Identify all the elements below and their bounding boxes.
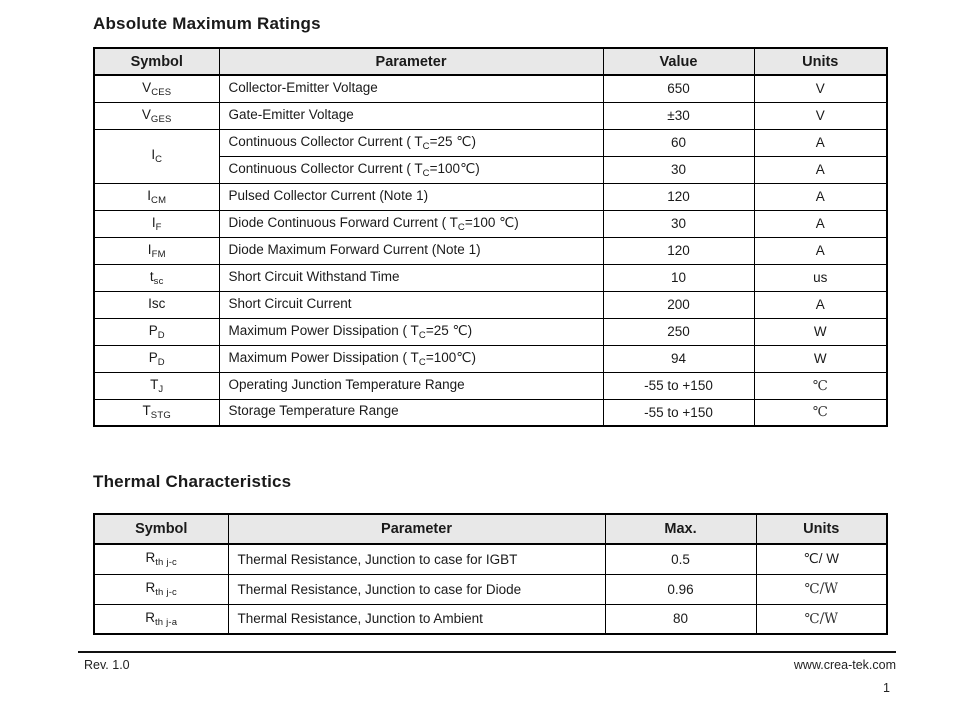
parameter-cell: Gate-Emitter Voltage — [218, 101, 604, 130]
table-row: Rth j-c Thermal Resistance, Junction to … — [93, 543, 888, 575]
units-cell: W — [753, 344, 888, 373]
parameter-cell: Thermal Resistance, Junction to Ambient — [227, 603, 606, 635]
parameter-cell: Diode Maximum Forward Current (Note 1) — [218, 236, 604, 265]
units-cell: A — [753, 236, 888, 265]
units-cell: W — [753, 317, 888, 346]
table-row: tsc Short Circuit Withstand Time 10 us — [93, 263, 888, 292]
table-row: IC Continuous Collector Current ( TC=25 … — [93, 128, 888, 184]
parameter-cell: Short Circuit Withstand Time — [218, 263, 604, 292]
parameter-cell: Collector-Emitter Voltage — [218, 74, 604, 103]
section-title-thermal-characteristics: Thermal Characteristics — [93, 472, 292, 491]
column-header-value: Value — [602, 47, 755, 76]
value-cell: -55 to +150 — [602, 371, 755, 400]
website-label: www.crea-tek.com — [793, 658, 896, 672]
units-cell: A — [753, 290, 888, 319]
symbol-cell: tsc — [93, 263, 220, 292]
table-row: IF Diode Continuous Forward Current ( TC… — [93, 209, 888, 238]
header-row: Symbol Parameter Max. Units — [93, 513, 888, 545]
units-cell: ℃ — [753, 371, 888, 400]
value-cell: 60 — [602, 128, 755, 157]
symbol-cell: ICM — [93, 182, 220, 211]
value-cell: 0.96 — [604, 573, 757, 605]
table-row: Isc Short Circuit Current 200 A — [93, 290, 888, 319]
parameter-cell: Thermal Resistance, Junction to case for… — [227, 573, 606, 605]
parameter-cell: Pulsed Collector Current (Note 1) — [218, 182, 604, 211]
value-cell: 30 — [602, 209, 755, 238]
parameter-cell: Continuous Collector Current ( TC=25 ℃) — [218, 128, 604, 157]
column-header-units: Units — [753, 47, 888, 76]
table-row: VCES Collector-Emitter Voltage 650 V — [93, 74, 888, 103]
value-cell: 120 — [602, 236, 755, 265]
absolute-maximum-ratings-table: Symbol Parameter Value Units VCES Collec… — [93, 47, 888, 427]
section-title-absolute-maximum-ratings: Absolute Maximum Ratings — [93, 14, 321, 33]
symbol-cell: VGES — [93, 101, 220, 130]
value-cell: 10 — [602, 263, 755, 292]
footer-divider — [78, 651, 896, 653]
units-cell: A — [753, 128, 888, 157]
parameter-cell: Maximum Power Dissipation ( TC=25 ℃) — [218, 317, 604, 346]
symbol-cell: PD — [93, 317, 220, 346]
table-row: Rth j-c Thermal Resistance, Junction to … — [93, 573, 888, 605]
units-cell: ℃ — [753, 398, 888, 427]
value-cell: -55 to +150 — [602, 398, 755, 427]
table-row: IFM Diode Maximum Forward Current (Note … — [93, 236, 888, 265]
units-cell: ℃/W — [755, 603, 888, 635]
column-header-symbol: Symbol — [93, 47, 220, 76]
page-number: 1 — [883, 681, 890, 695]
units-cell: V — [753, 101, 888, 130]
symbol-cell: Rth j-c — [93, 573, 229, 605]
symbol-cell: IF — [93, 209, 220, 238]
units-cell: us — [753, 263, 888, 292]
symbol-cell: VCES — [93, 74, 220, 103]
value-cell: 120 — [602, 182, 755, 211]
parameter-cell: Continuous Collector Current ( TC=100℃) — [218, 155, 604, 184]
column-header-symbol: Symbol — [93, 513, 229, 545]
units-cell: V — [753, 74, 888, 103]
column-header-parameter: Parameter — [227, 513, 606, 545]
table-row: PD Maximum Power Dissipation ( TC=100℃) … — [93, 344, 888, 373]
value-cell: 30 — [602, 155, 755, 184]
table-row: Continuous Collector Current ( TC=100℃) … — [94, 155, 888, 184]
header-row: Symbol Parameter Value Units — [93, 47, 888, 76]
column-header-units: Units — [755, 513, 888, 545]
value-cell: ±30 — [602, 101, 755, 130]
table-row: VGES Gate-Emitter Voltage ±30 V — [93, 101, 888, 130]
parameter-cell: Diode Continuous Forward Current ( TC=10… — [218, 209, 604, 238]
symbol-cell: PD — [93, 344, 220, 373]
units-cell: ℃/ W — [755, 543, 888, 575]
table-row: Rth j-a Thermal Resistance, Junction to … — [93, 603, 888, 635]
table-row: TJ Operating Junction Temperature Range … — [93, 371, 888, 400]
column-header-parameter: Parameter — [218, 47, 604, 76]
symbol-cell: Isc — [93, 290, 220, 319]
symbol-cell: TJ — [93, 371, 220, 400]
parameter-cell: Thermal Resistance, Junction to case for… — [227, 543, 606, 575]
value-cell: 650 — [602, 74, 755, 103]
units-cell: A — [753, 209, 888, 238]
table-row: ICM Pulsed Collector Current (Note 1) 12… — [93, 182, 888, 211]
parameter-cell: Storage Temperature Range — [218, 398, 604, 427]
symbol-cell: Rth j-a — [93, 603, 229, 635]
symbol-cell-merged: IC — [93, 128, 220, 184]
value-cell: 250 — [602, 317, 755, 346]
units-cell: A — [753, 155, 888, 184]
symbol-cell: IFM — [93, 236, 220, 265]
units-cell: A — [753, 182, 888, 211]
value-cell: 80 — [604, 603, 757, 635]
value-cell: 200 — [602, 290, 755, 319]
revision-label: Rev. 1.0 — [84, 658, 130, 672]
parameter-cell: Short Circuit Current — [218, 290, 604, 319]
units-cell: ℃/W — [755, 573, 888, 605]
symbol-cell: Rth j-c — [93, 543, 229, 575]
table-row: TSTG Storage Temperature Range -55 to +1… — [93, 398, 888, 427]
symbol-cell: TSTG — [93, 398, 220, 427]
table-row: PD Maximum Power Dissipation ( TC=25 ℃) … — [93, 317, 888, 346]
thermal-characteristics-table: Symbol Parameter Max. Units Rth j-c Ther… — [93, 513, 888, 635]
value-cell: 94 — [602, 344, 755, 373]
value-cell: 0.5 — [604, 543, 757, 575]
column-header-max: Max. — [604, 513, 757, 545]
parameter-cell: Maximum Power Dissipation ( TC=100℃) — [218, 344, 604, 373]
parameter-cell: Operating Junction Temperature Range — [218, 371, 604, 400]
